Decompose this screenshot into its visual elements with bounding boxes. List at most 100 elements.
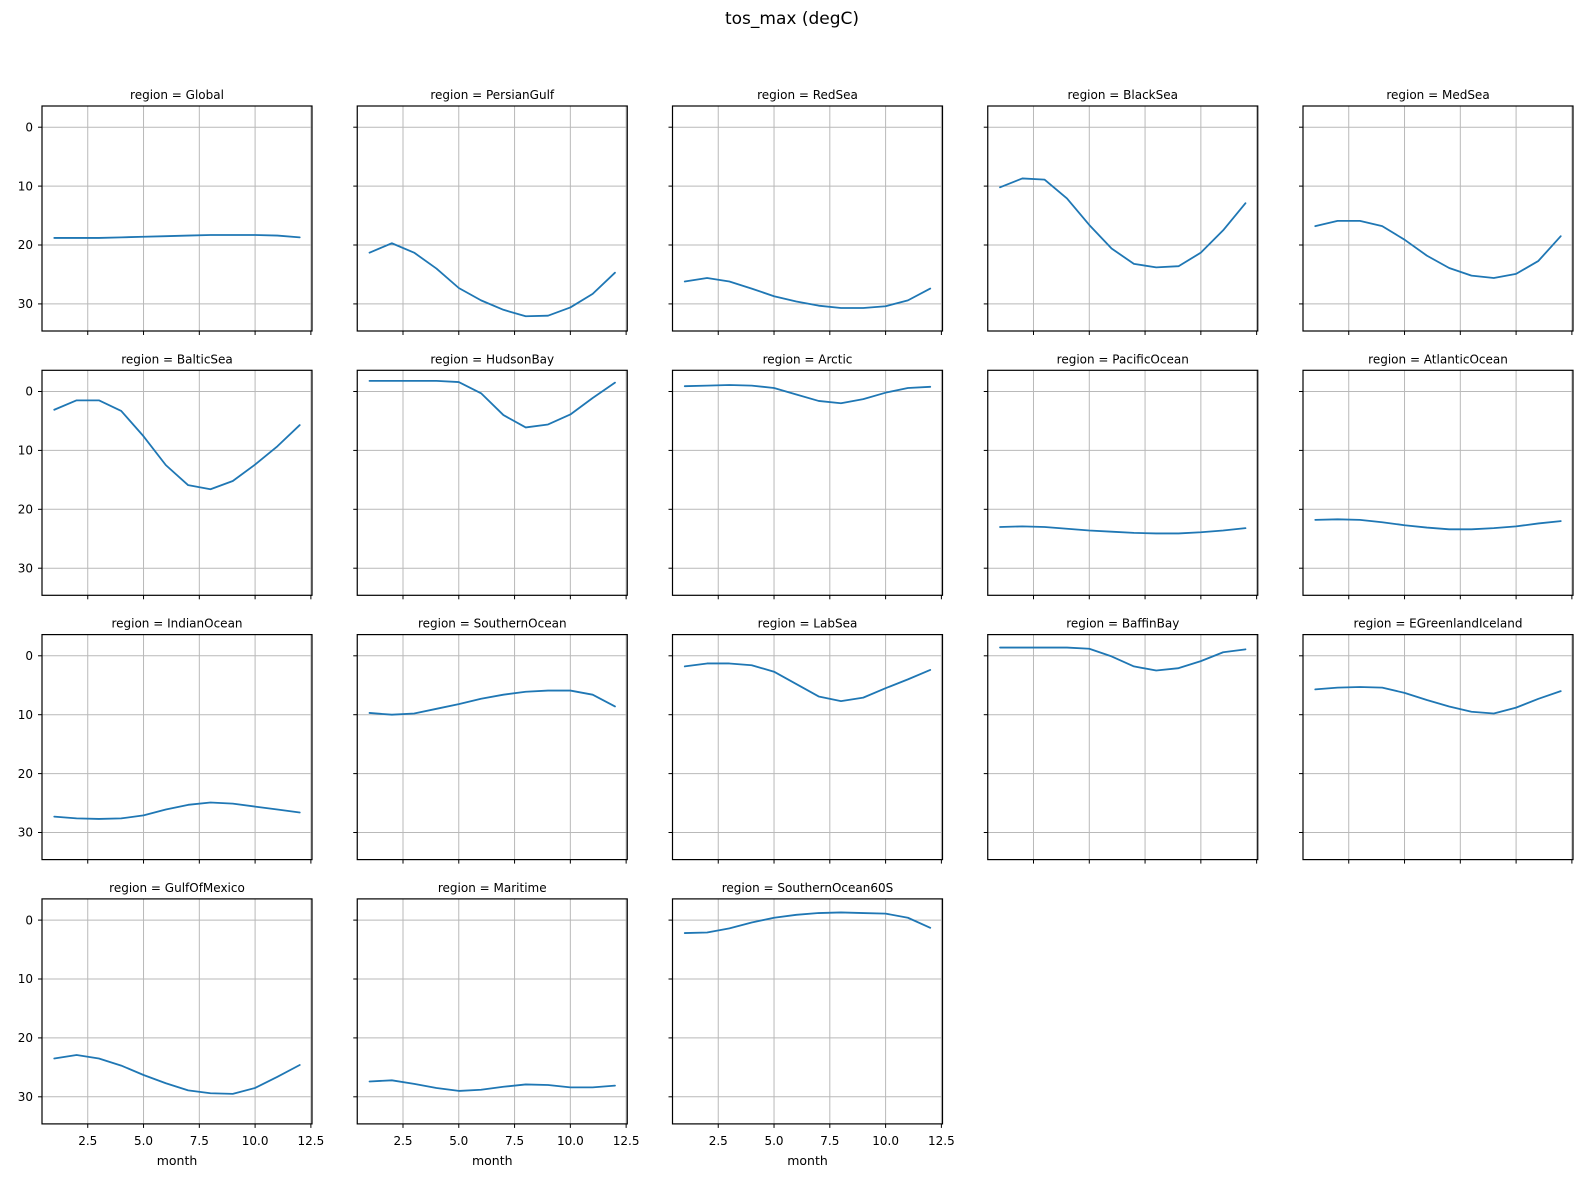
series-line (683, 384, 932, 405)
y-tick-label: 30 (18, 297, 33, 311)
x-tick-label: 10.0 (872, 1134, 899, 1148)
facet-title: region = AtlanticOcean (1368, 352, 1508, 366)
x-tick-label: 10.0 (242, 1134, 269, 1148)
axes-frame (1302, 633, 1574, 861)
facet-title: region = PersianGulf (430, 88, 555, 102)
x-axis-label: month (157, 1153, 198, 1168)
facet-AtlanticOcean: region = AtlanticOcean (1299, 352, 1574, 600)
x-axis-label: month (787, 1153, 828, 1168)
facet-SouthernOcean: region = SouthernOcean (353, 617, 628, 864)
axes-frame (41, 633, 313, 861)
y-tick-label: 0 (25, 649, 33, 663)
series-line (683, 662, 932, 703)
axes-frame (987, 369, 1259, 596)
facet-title: region = HudsonBay (430, 352, 554, 366)
series-line (999, 646, 1247, 672)
facet-Arctic: region = Arctic (668, 352, 944, 600)
y-tick-label: 10 (18, 708, 33, 722)
y-tick-label: 10 (18, 444, 33, 458)
facet-title: region = GulfOfMexico (109, 881, 245, 895)
series-line (1314, 219, 1562, 279)
x-tick-label: 2.5 (78, 1134, 97, 1148)
facet-RedSea: region = RedSea (668, 88, 944, 335)
x-tick-label: 2.5 (709, 1134, 728, 1148)
y-tick-label: 20 (18, 238, 33, 252)
x-axis-label: month (472, 1153, 513, 1168)
facet-PacificOcean: region = PacificOcean (983, 352, 1259, 600)
axes-frame (1302, 105, 1574, 332)
series-line (53, 801, 301, 820)
facet-title: region = BalticSea (121, 352, 233, 366)
axes-frame (356, 369, 628, 596)
axes-frame (41, 898, 313, 1125)
axes-frame (671, 369, 944, 596)
facet-BlackSea: region = BlackSea (983, 88, 1259, 335)
axes-frame (356, 105, 628, 332)
x-tick-label: 12.5 (298, 1134, 325, 1148)
facet-title: region = PacificOcean (1057, 352, 1189, 366)
facet-PersianGulf: region = PersianGulf (353, 88, 628, 335)
facet-GulfOfMexico: region = GulfOfMexico 0 10 20 30 2.5 5.0 7.5 10.… (18, 881, 325, 1168)
x-tick-label: 7.5 (820, 1134, 839, 1148)
axes-frame (356, 898, 628, 1125)
facet-title: region = EGreenlandIceland (1354, 617, 1523, 631)
x-tick-label: 5.0 (764, 1134, 783, 1148)
y-tick-label: 0 (25, 385, 33, 399)
facet-MedSea: region = MedSea (1299, 88, 1574, 335)
axes-frame (671, 633, 944, 861)
facet-HudsonBay: region = HudsonBay (353, 352, 628, 600)
axes-frame (671, 898, 944, 1125)
axes-frame (1302, 369, 1574, 596)
series-line (368, 242, 616, 318)
x-tick-label: 10.0 (557, 1134, 584, 1148)
facet-LabSea: region = LabSea (668, 617, 944, 864)
axes-frame (41, 105, 313, 332)
series-line (1314, 518, 1562, 531)
axes-frame (356, 633, 628, 861)
facet-title: region = SouthernOcean60S (722, 881, 894, 895)
series-line (683, 277, 932, 309)
y-tick-label: 10 (18, 179, 33, 193)
facet-title: region = LabSea (758, 617, 858, 631)
facet-title: region = BaffinBay (1066, 617, 1179, 631)
facet-BalticSea: region = BalticSea 0 10 20 30 (18, 352, 313, 600)
facet-IndianOcean: region = IndianOcean 0 10 20 30 (18, 617, 313, 864)
x-tick-label: 5.0 (134, 1134, 153, 1148)
series-line (999, 177, 1247, 269)
series-line (1314, 686, 1562, 715)
facet-title: region = IndianOcean (111, 617, 242, 631)
x-tick-label: 7.5 (505, 1134, 524, 1148)
x-tick-label: 5.0 (449, 1134, 468, 1148)
facet-Maritime: region = Maritime 2.5 5.0 7.5 10.0 12.5 month (353, 881, 639, 1168)
facet-title: region = Maritime (438, 881, 547, 895)
facet-Global: region = Global 0 10 20 30 (18, 88, 313, 335)
y-tick-label: 0 (25, 120, 33, 134)
axes-frame (987, 633, 1259, 861)
x-tick-label: 7.5 (190, 1134, 209, 1148)
series-line (368, 1079, 616, 1092)
facet-title: region = Global (130, 88, 224, 102)
facet-SouthernOcean60S: region = SouthernOcean60S 2.5 5.0 7.5 10.0 12… (668, 881, 955, 1168)
y-tick-label: 20 (18, 767, 33, 781)
y-tick-label: 20 (18, 503, 33, 517)
facet-title: region = RedSea (757, 88, 858, 102)
series-line (368, 379, 616, 429)
x-tick-label: 12.5 (613, 1134, 640, 1148)
y-tick-label: 30 (18, 561, 33, 575)
series-line (53, 234, 301, 239)
y-tick-label: 10 (18, 972, 33, 986)
axes-frame (671, 105, 944, 332)
x-tick-label: 2.5 (393, 1134, 412, 1148)
facet-BaffinBay: region = BaffinBay (983, 617, 1259, 864)
figure-title: tos_max (degC) (724, 9, 860, 29)
facet-title: region = BlackSea (1068, 88, 1178, 102)
y-tick-label: 30 (18, 826, 33, 840)
series-line (683, 911, 932, 934)
series-line (53, 1054, 301, 1095)
series-line (999, 525, 1247, 535)
facet-title: region = SouthernOcean (418, 617, 567, 631)
axes-frame (987, 105, 1259, 332)
x-tick-label: 12.5 (928, 1134, 955, 1148)
